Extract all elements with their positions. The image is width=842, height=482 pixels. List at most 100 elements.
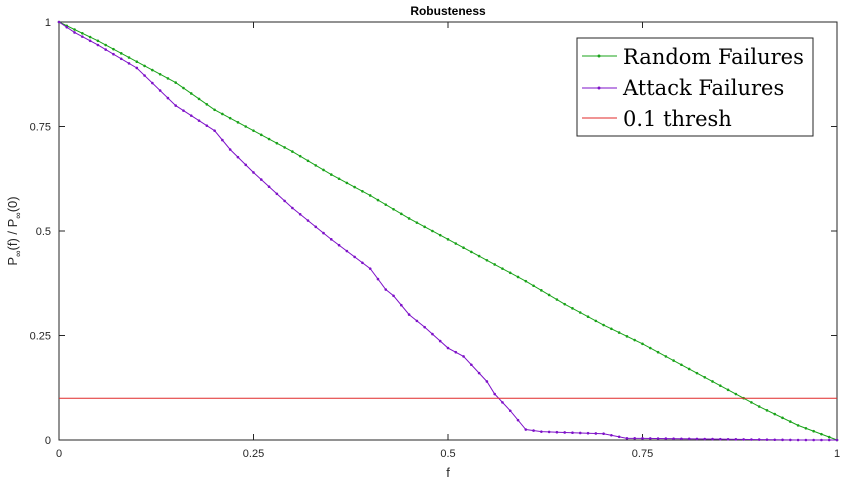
series-point-attack-failures [298, 212, 302, 216]
series-point-attack-failures [664, 437, 668, 440]
x-tick-label: 0 [56, 448, 62, 460]
series-point-attack-failures [781, 438, 784, 442]
series-point-random-failures [532, 284, 535, 288]
legend-label-thresh: 0.1 thresh [623, 107, 732, 131]
series-point-random-failures [446, 238, 450, 241]
series-point-attack-failures [174, 104, 177, 107]
series-point-attack-failures [773, 438, 777, 442]
series-point-random-failures [827, 435, 831, 439]
series-point-random-failures [96, 39, 100, 43]
series-point-attack-failures [252, 171, 255, 174]
series-point-random-failures [283, 146, 286, 149]
series-point-attack-failures [703, 437, 707, 441]
series-point-random-failures [508, 271, 512, 275]
series-point-attack-failures [594, 432, 598, 435]
series-point-attack-failures [796, 438, 800, 442]
series-point-random-failures [135, 60, 139, 64]
series-point-attack-failures [135, 66, 139, 70]
series-point-attack-failures [812, 438, 815, 442]
series-point-attack-failures [750, 438, 753, 441]
series-point-random-failures [392, 207, 395, 211]
series-point-attack-failures [695, 437, 699, 441]
series-point-attack-failures [501, 401, 504, 404]
series-point-attack-failures [345, 249, 349, 253]
series-point-attack-failures [423, 325, 426, 329]
series-point-random-failures [197, 97, 201, 101]
series-point-attack-failures [221, 138, 224, 142]
series-point-random-failures [182, 86, 185, 90]
series-point-random-failures [602, 323, 605, 327]
series-point-random-failures [252, 129, 255, 132]
series-point-random-failures [353, 185, 356, 189]
series-point-attack-failures [182, 109, 185, 112]
series-point-random-failures [501, 267, 504, 270]
series-point-attack-failures [205, 124, 209, 127]
series-point-random-failures [516, 275, 520, 279]
series-point-attack-failures [166, 96, 170, 100]
series-point-attack-failures [259, 178, 263, 181]
series-point-attack-failures [438, 339, 442, 343]
series-point-attack-failures [197, 119, 201, 122]
series-point-random-failures [384, 203, 388, 206]
series-point-random-failures [765, 409, 769, 412]
series-point-random-failures [236, 121, 240, 124]
series-point-random-failures [734, 392, 738, 396]
series-point-random-failures [555, 298, 559, 301]
series-point-random-failures [703, 376, 707, 379]
series-point-random-failures [812, 429, 815, 433]
series-point-attack-failures [516, 418, 520, 422]
x-tick-label: 0.25 [243, 448, 264, 460]
series-point-attack-failures [625, 437, 629, 440]
series-point-random-failures [789, 420, 792, 423]
series-point-random-failures [298, 154, 302, 158]
series-point-attack-failures [462, 355, 465, 358]
series-point-attack-failures [470, 363, 473, 367]
series-point-random-failures [291, 150, 294, 153]
series-point-attack-failures [633, 437, 637, 440]
series-point-attack-failures [104, 48, 107, 51]
series-point-random-failures [641, 342, 644, 346]
series-point-attack-failures [407, 313, 411, 316]
series-point-attack-failures [337, 243, 341, 247]
series-point-random-failures [88, 35, 92, 39]
series-point-random-failures [524, 279, 528, 283]
series-point-random-failures [820, 432, 823, 436]
y-label-sub2: ∞ [13, 212, 23, 218]
legend-marker-attack [597, 86, 601, 90]
series-point-random-failures [213, 108, 216, 112]
series-point-random-failures [330, 173, 333, 176]
series-point-attack-failures [524, 428, 528, 431]
series-point-random-failures [804, 427, 808, 430]
legend-label-random: Random Failures [623, 45, 804, 69]
series-point-random-failures [158, 72, 162, 76]
legend-marker-random [597, 54, 601, 58]
series-point-attack-failures [112, 52, 115, 56]
x-tick-label: 1 [834, 448, 840, 460]
series-point-attack-failures [547, 430, 551, 434]
series-point-attack-failures [571, 431, 574, 435]
series-point-attack-failures [672, 437, 675, 440]
series-point-attack-failures [820, 438, 823, 442]
series-point-attack-failures [610, 433, 613, 437]
series-point-random-failures [695, 371, 699, 375]
series-point-random-failures [664, 355, 668, 358]
legend-label-attack: Attack Failures [622, 76, 784, 100]
series-point-random-failures [617, 331, 621, 334]
series-point-random-failures [781, 416, 784, 420]
series-point-attack-failures [314, 225, 318, 229]
series-point-random-failures [119, 52, 123, 55]
series-point-attack-failures [586, 431, 590, 435]
x-tick-label: 0.75 [632, 448, 653, 460]
series-point-random-failures [244, 125, 248, 128]
series-point-random-failures [672, 359, 675, 362]
series-point-attack-failures [330, 238, 333, 241]
series-point-attack-failures [835, 438, 839, 442]
series-point-attack-failures [361, 261, 364, 265]
series-point-attack-failures [267, 185, 271, 188]
series-point-random-failures [711, 380, 714, 383]
series-point-attack-failures [477, 371, 481, 375]
series-point-attack-failures [742, 438, 745, 441]
series-point-random-failures [578, 311, 582, 314]
series-point-attack-failures [65, 25, 69, 29]
series-point-random-failures [376, 198, 380, 202]
